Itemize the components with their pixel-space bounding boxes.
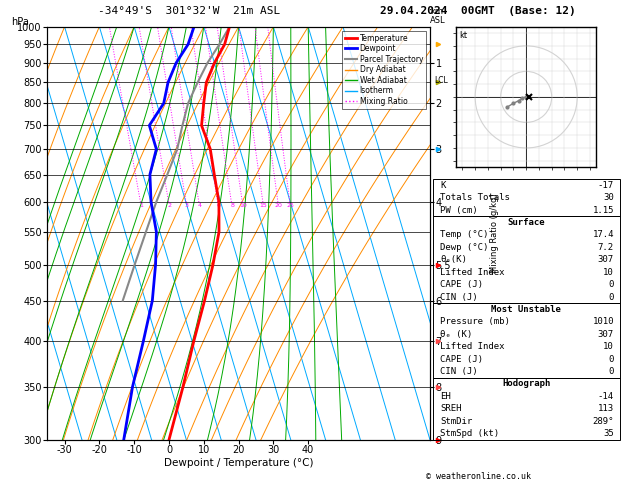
Text: StmDir: StmDir <box>440 417 472 426</box>
Text: Lifted Index: Lifted Index <box>440 342 505 351</box>
Text: 0: 0 <box>609 355 614 364</box>
Text: -17: -17 <box>598 181 614 190</box>
Text: -34°49'S  301°32'W  21m ASL: -34°49'S 301°32'W 21m ASL <box>97 5 280 16</box>
Text: 4: 4 <box>198 203 202 208</box>
Text: 0: 0 <box>609 367 614 376</box>
Y-axis label: Mixing Ratio (g/kg): Mixing Ratio (g/kg) <box>490 193 499 273</box>
Text: 17.4: 17.4 <box>593 230 614 240</box>
Bar <box>433 179 620 216</box>
Text: Pressure (mb): Pressure (mb) <box>440 317 510 327</box>
Text: 0: 0 <box>609 280 614 289</box>
Text: 113: 113 <box>598 404 614 413</box>
Bar <box>433 303 620 378</box>
Text: 15: 15 <box>260 203 267 208</box>
Text: 1010: 1010 <box>593 317 614 327</box>
Text: K: K <box>440 181 446 190</box>
Legend: Temperature, Dewpoint, Parcel Trajectory, Dry Adiabat, Wet Adiabat, Isotherm, Mi: Temperature, Dewpoint, Parcel Trajectory… <box>342 31 426 109</box>
Text: 307: 307 <box>598 330 614 339</box>
Text: 1.15: 1.15 <box>593 206 614 215</box>
Text: PW (cm): PW (cm) <box>440 206 478 215</box>
Text: 35: 35 <box>603 429 614 438</box>
Text: Surface: Surface <box>508 218 545 227</box>
Text: -14: -14 <box>598 392 614 401</box>
Text: Temp (°C): Temp (°C) <box>440 230 489 240</box>
Text: km
ASL: km ASL <box>430 7 445 25</box>
Text: CAPE (J): CAPE (J) <box>440 280 483 289</box>
Bar <box>433 378 620 440</box>
Text: 289°: 289° <box>593 417 614 426</box>
X-axis label: Dewpoint / Temperature (°C): Dewpoint / Temperature (°C) <box>164 458 313 468</box>
Text: 29.04.2024  00GMT  (Base: 12): 29.04.2024 00GMT (Base: 12) <box>380 5 576 16</box>
Text: © weatheronline.co.uk: © weatheronline.co.uk <box>426 472 530 481</box>
Text: StmSpd (kt): StmSpd (kt) <box>440 429 499 438</box>
Text: 10: 10 <box>603 268 614 277</box>
Text: 25: 25 <box>287 203 294 208</box>
Text: 20: 20 <box>275 203 282 208</box>
Text: 307: 307 <box>598 255 614 264</box>
Text: CIN (J): CIN (J) <box>440 367 478 376</box>
Bar <box>433 216 620 303</box>
Text: LCL: LCL <box>434 76 448 85</box>
Text: Most Unstable: Most Unstable <box>491 305 561 314</box>
Text: SREH: SREH <box>440 404 462 413</box>
Text: 0: 0 <box>609 293 614 302</box>
Text: CIN (J): CIN (J) <box>440 293 478 302</box>
Text: CAPE (J): CAPE (J) <box>440 355 483 364</box>
Text: θₑ(K): θₑ(K) <box>440 255 467 264</box>
Text: kt: kt <box>459 31 467 40</box>
Text: 8: 8 <box>230 203 234 208</box>
Text: 30: 30 <box>603 193 614 202</box>
Text: 3: 3 <box>185 203 189 208</box>
Text: Lifted Index: Lifted Index <box>440 268 505 277</box>
Text: 10: 10 <box>239 203 247 208</box>
Text: 10: 10 <box>603 342 614 351</box>
Text: Totals Totals: Totals Totals <box>440 193 510 202</box>
Text: hPa: hPa <box>11 17 30 27</box>
Text: 1: 1 <box>140 203 143 208</box>
Text: 7.2: 7.2 <box>598 243 614 252</box>
Text: EH: EH <box>440 392 451 401</box>
Text: θₑ (K): θₑ (K) <box>440 330 472 339</box>
Text: Dewp (°C): Dewp (°C) <box>440 243 489 252</box>
Text: 6: 6 <box>216 203 220 208</box>
Text: 2: 2 <box>167 203 172 208</box>
Text: Hodograph: Hodograph <box>502 380 550 388</box>
